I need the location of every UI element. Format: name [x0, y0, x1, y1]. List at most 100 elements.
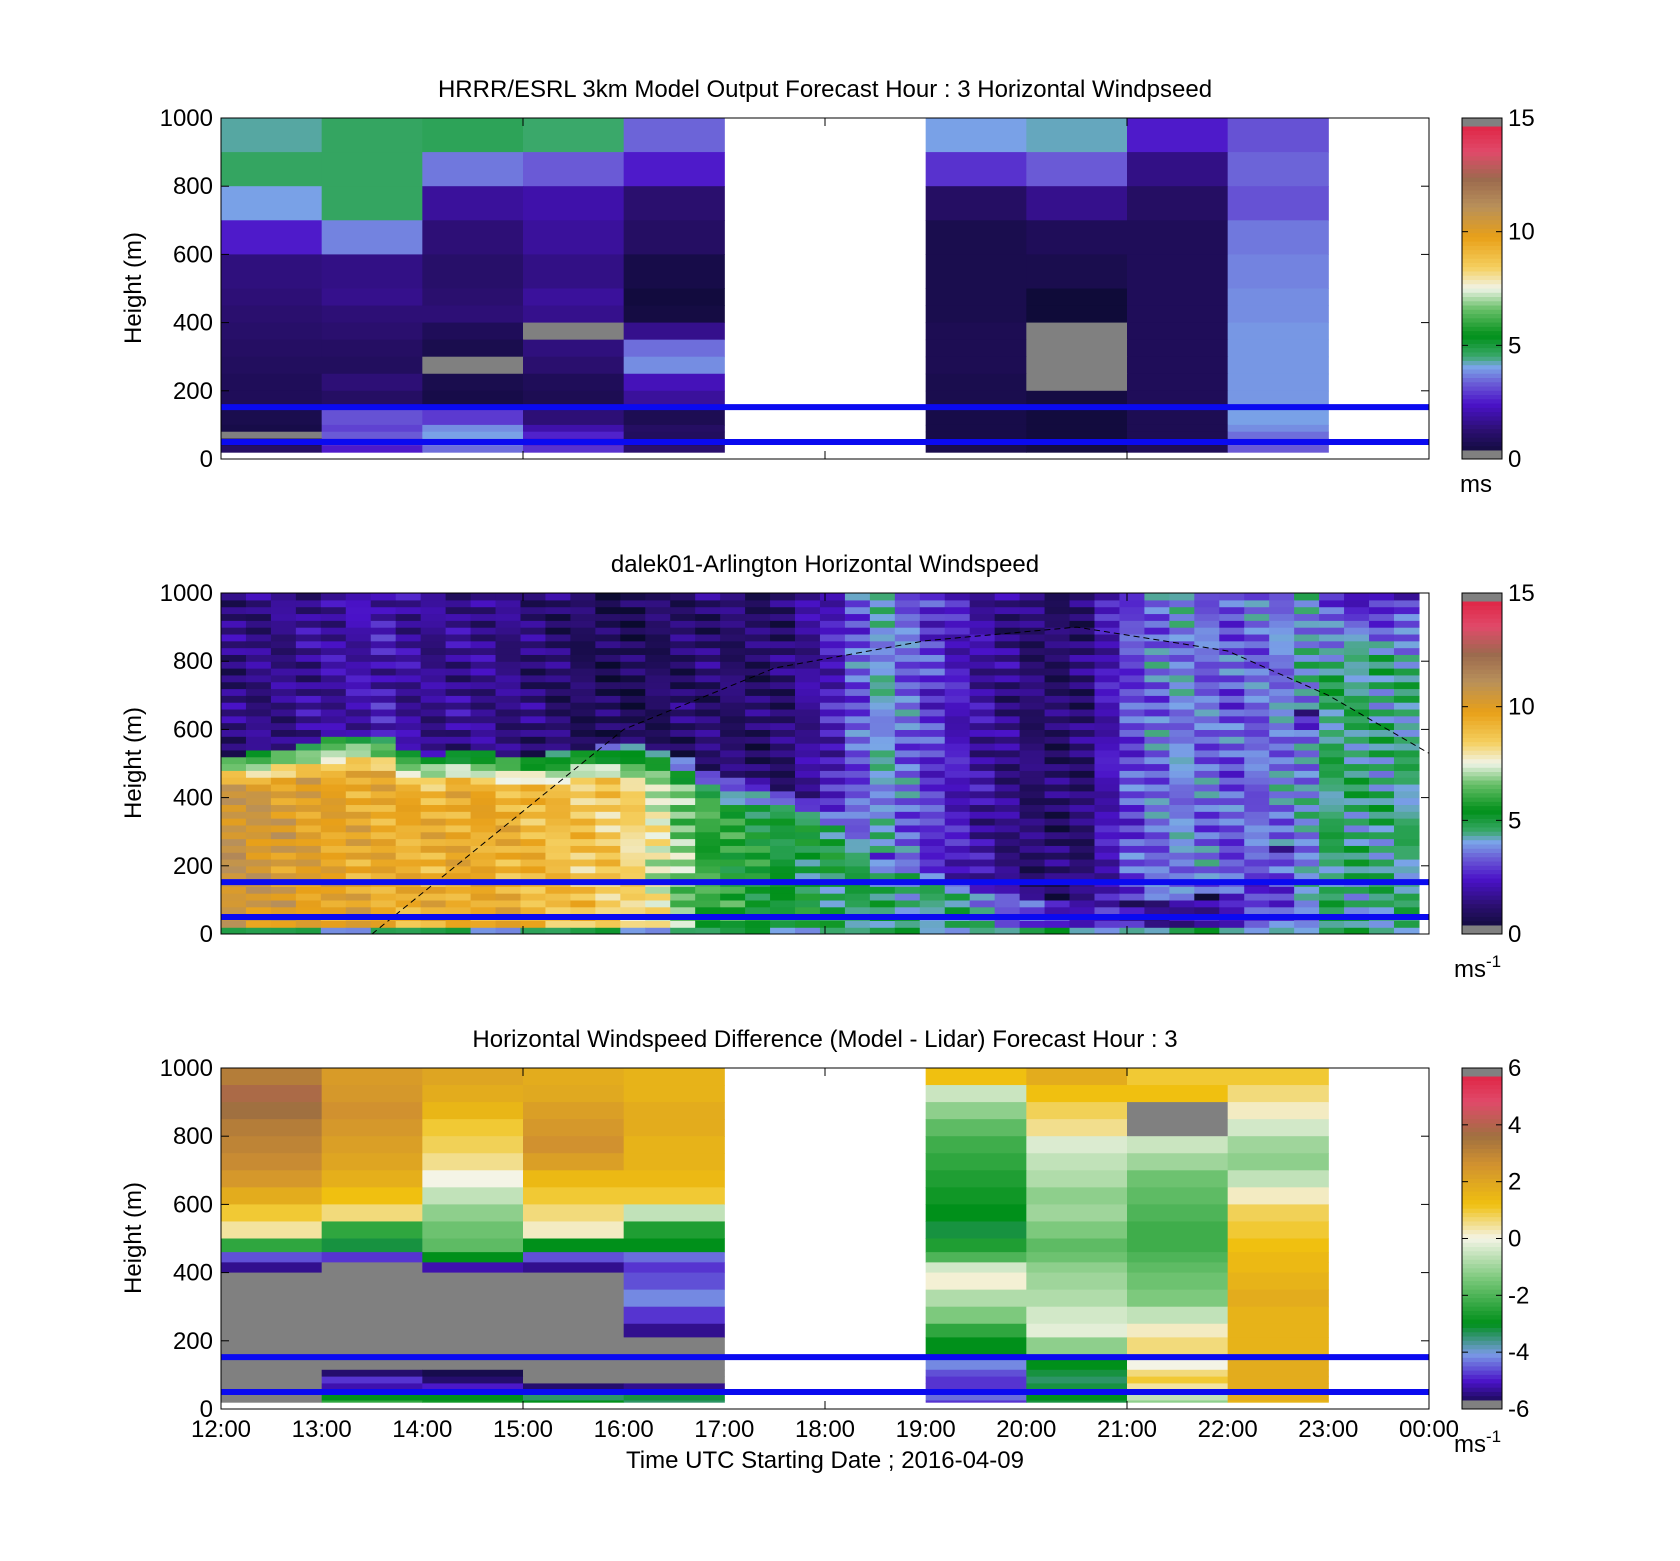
heatmap-cell [470, 606, 497, 615]
heatmap-cell [994, 681, 1021, 690]
heatmap-cell [221, 1262, 323, 1274]
heatmap-cell [520, 620, 547, 628]
heatmap-cell [994, 790, 1021, 799]
heatmap-cell [1127, 186, 1229, 221]
heatmap-cell [844, 688, 871, 696]
heatmap-cell [1344, 838, 1370, 846]
heatmap-cell [1119, 790, 1146, 799]
heatmap-cell [1269, 920, 1295, 928]
heatmap-cell [795, 865, 821, 874]
heatmap-cell [1219, 845, 1245, 853]
heatmap-cell [445, 899, 472, 908]
heatmap-cell [1269, 756, 1295, 765]
heatmap-cell [919, 783, 946, 792]
heatmap-cell [445, 640, 472, 649]
colorbar-swatch [1462, 1217, 1502, 1222]
heatmap-cell [321, 1238, 423, 1253]
heatmap-cell [1169, 756, 1195, 765]
heatmap-cell [520, 708, 547, 717]
heatmap-cell [395, 790, 422, 799]
heatmap-cell [645, 858, 671, 867]
heatmap-cell [395, 852, 422, 860]
heatmap-cell [1269, 722, 1295, 730]
heatmap-cell [345, 845, 372, 853]
heatmap-cell [894, 790, 921, 799]
heatmap-cell [445, 627, 472, 635]
heatmap-cell [320, 865, 347, 874]
colorbar-swatch [1462, 343, 1502, 349]
heatmap-cell [720, 729, 746, 737]
heatmap-cell [1094, 749, 1121, 758]
heatmap-cell [770, 783, 796, 792]
heatmap-cell [894, 811, 921, 819]
heatmap-cell [1219, 899, 1245, 908]
heatmap-cell [1369, 620, 1395, 628]
heatmap-cell [221, 777, 247, 785]
heatmap-cell [470, 927, 497, 934]
heatmap-cell [695, 845, 721, 853]
heatmap-cell [1044, 899, 1071, 908]
heatmap-cell [245, 627, 272, 635]
heatmap-cell [420, 770, 447, 778]
heatmap-cell [221, 763, 247, 771]
colorbar-swatch [1462, 861, 1502, 867]
heatmap-cell [295, 893, 322, 901]
heatmap-cell [595, 681, 621, 690]
colorbar-swatch [1462, 1089, 1502, 1095]
heatmap-cell [1169, 790, 1195, 799]
heatmap-cell [645, 893, 671, 901]
heatmap-cell [1019, 756, 1046, 765]
heatmap-cell [1344, 722, 1370, 730]
heatmap-cell [221, 1238, 323, 1253]
heatmap-cell [1119, 715, 1146, 724]
heatmap-cell [745, 845, 771, 853]
heatmap-cell [1393, 893, 1420, 901]
heatmap-cell [420, 818, 447, 826]
heatmap-cell [894, 647, 921, 655]
heatmap-cell [994, 668, 1021, 676]
heatmap-cell [994, 654, 1021, 662]
heatmap-cell [245, 668, 272, 676]
y-tick-label: 0 [200, 1396, 213, 1423]
heatmap-cell [221, 305, 323, 324]
heatmap-cell [1369, 777, 1395, 785]
heatmap-cell [221, 852, 247, 860]
heatmap-cell [670, 695, 696, 703]
colorbar-swatch [1462, 605, 1502, 611]
heatmap-cell [345, 654, 372, 662]
heatmap-cell [595, 824, 621, 833]
heatmap-cell [221, 1204, 323, 1222]
heatmap-cell [445, 777, 472, 785]
heatmap-cell [925, 152, 1027, 187]
heatmap-cell [1044, 886, 1071, 894]
colorbar-swatch [1462, 921, 1502, 926]
heatmap-cell [1144, 613, 1170, 621]
heatmap-cell [869, 702, 896, 710]
heatmap-cell [1094, 599, 1121, 608]
heatmap-cell [670, 899, 696, 908]
heatmap-cell [495, 777, 522, 785]
heatmap-cell [1144, 688, 1170, 696]
heatmap-cell [1026, 1136, 1128, 1154]
heatmap-cell [1227, 1170, 1329, 1188]
heatmap-cell [221, 668, 247, 676]
heatmap-cell [495, 593, 522, 601]
heatmap-cell [470, 824, 497, 833]
heatmap-cell [320, 886, 347, 894]
heatmap-cell [495, 838, 522, 846]
colorbar-swatch [1462, 661, 1502, 666]
colorbar-swatch [1462, 1127, 1502, 1133]
heatmap-cell [445, 722, 472, 730]
heatmap-cell [1269, 824, 1295, 833]
heatmap-cell [1069, 872, 1096, 881]
heatmap-cell [770, 920, 796, 928]
heatmap-cell [1019, 749, 1046, 758]
heatmap-cell [1044, 606, 1071, 615]
heatmap-cell [1144, 681, 1170, 690]
heatmap-cell [1393, 804, 1420, 812]
heatmap-cell [1026, 1221, 1128, 1239]
heatmap-cell [844, 906, 871, 915]
heatmap-cell [595, 872, 621, 881]
heatmap-cell [645, 627, 671, 635]
